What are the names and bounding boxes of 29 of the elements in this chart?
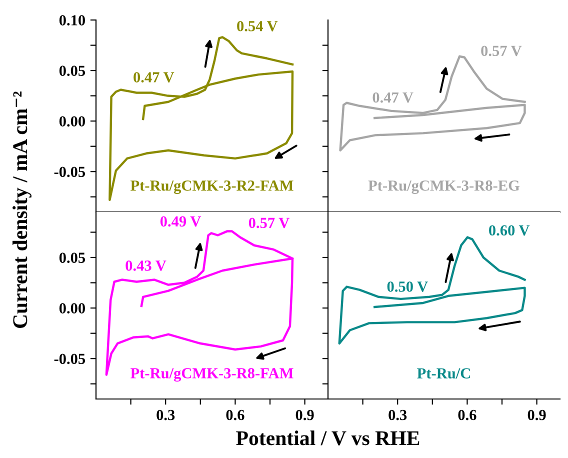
annotation: 0.60 V — [489, 225, 530, 236]
y-tick-label: 0.05 — [59, 66, 86, 76]
x-tick-label: 0.3 — [388, 410, 407, 420]
y-tick-label: 0.10 — [59, 15, 85, 26]
text: Pt-Ru/C — [417, 368, 470, 379]
annotation: 0.50 V — [387, 281, 428, 292]
text: Pt-Ru/gCMK-3-R8-EG — [368, 180, 520, 194]
annotation: 0.54 V — [237, 20, 278, 32]
y-axis-title: Current density / mA cm⁻² — [12, 92, 32, 328]
y-tick-label: 0.00 — [59, 116, 85, 127]
annotation: 0.57 V — [481, 46, 522, 56]
x-tick-label: 0.6 — [458, 410, 476, 420]
x-tick-label: 0.6 — [226, 410, 244, 420]
y-tick-label: 0.00 — [59, 303, 85, 314]
line-series — [108, 36, 294, 201]
x-axis-title: Potential / V vs RHE — [236, 430, 420, 446]
annotation: 0.57 V — [248, 218, 290, 228]
annotation: 0.47 V — [372, 92, 414, 103]
series-label: Pt-Ru/gCMK-3-R2-FAM — [130, 180, 294, 194]
y-tick-label: -0.05 — [54, 354, 86, 364]
annotation: 0.49 V — [160, 216, 201, 227]
series-label: Pt-Ru/gCMK-3-R8-FAM — [130, 368, 294, 382]
annotation: 0.47 V — [134, 72, 174, 83]
x-tick-label: 0.3 — [156, 410, 175, 420]
y-tick-label: 0.05 — [59, 252, 86, 264]
annotation: 0.43 V — [126, 260, 166, 271]
x-tick-label: 0.9 — [528, 410, 546, 420]
x-tick-label: 0.9 — [296, 410, 314, 420]
y-tick-label: -0.05 — [54, 166, 86, 178]
